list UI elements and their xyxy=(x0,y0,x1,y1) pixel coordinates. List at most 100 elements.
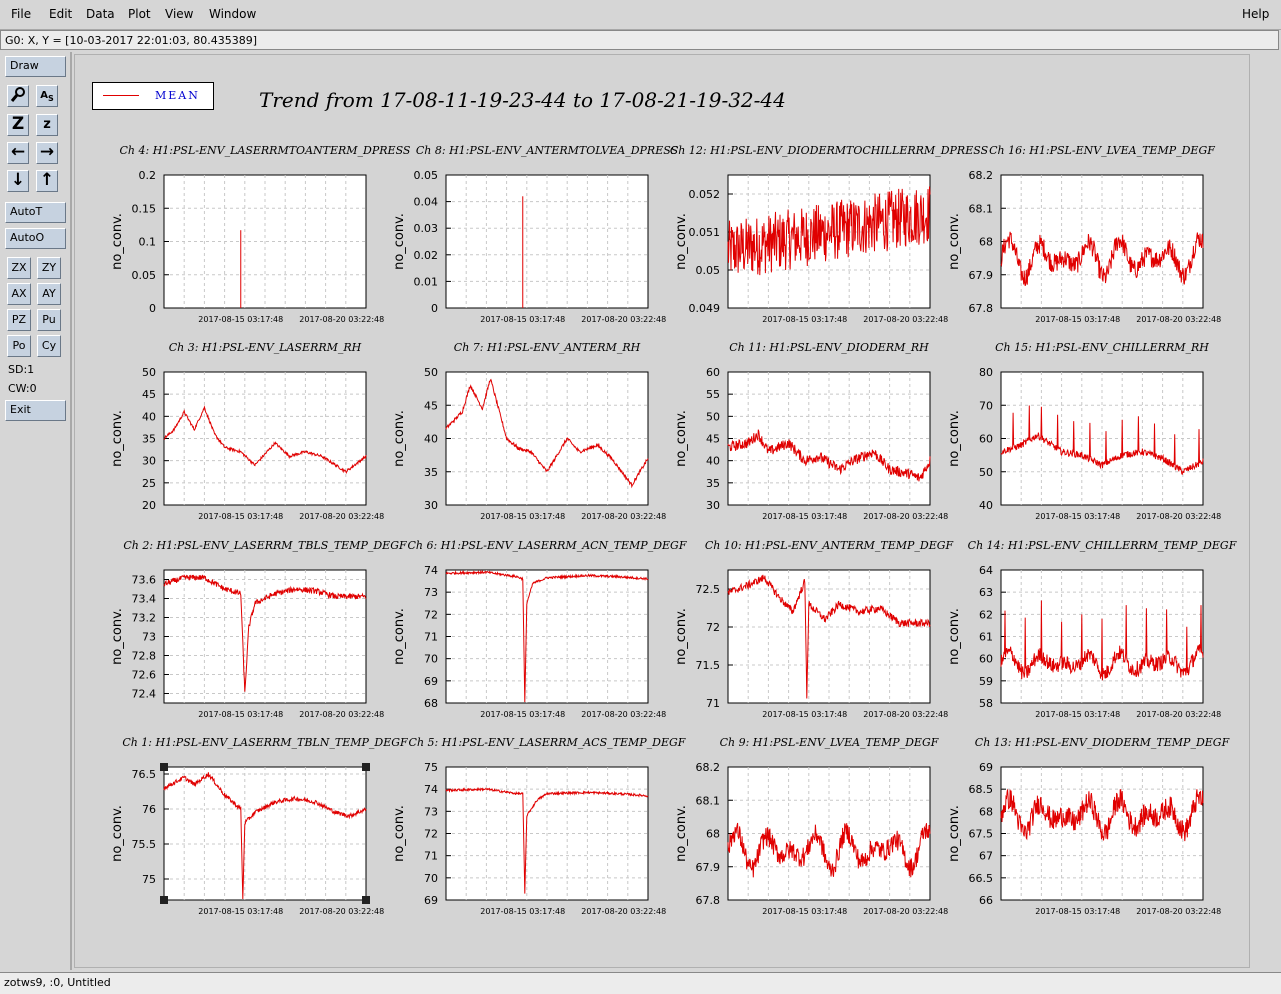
y-tick-label: 0.05 xyxy=(132,269,157,282)
y-tick-label: 59 xyxy=(979,675,993,688)
x-tick-label: 2017-08-20 03:22:48 xyxy=(1136,512,1221,521)
y-tick-label: 35 xyxy=(142,433,156,446)
x-tick-label: 2017-08-15 03:17:48 xyxy=(762,907,847,916)
x-tick-label: 2017-08-15 03:17:48 xyxy=(198,315,283,324)
y-axis-label: no_conv. xyxy=(947,410,962,467)
y-tick-label: 66 xyxy=(979,894,993,907)
y-tick-label: 71.5 xyxy=(696,659,721,672)
menu-plot[interactable]: Plot xyxy=(128,7,151,21)
text-scale-icon[interactable]: AS xyxy=(36,85,58,107)
y-tick-label: 76 xyxy=(142,803,156,816)
y-tick-label: 0.05 xyxy=(696,264,721,277)
ax-button[interactable]: AX xyxy=(7,283,31,305)
series-line xyxy=(1000,405,1204,476)
y-tick-label: 0.1 xyxy=(139,236,157,249)
y-tick-label: 62 xyxy=(979,608,993,621)
zy-button[interactable]: ZY xyxy=(37,257,61,279)
autot-button[interactable]: AutoT xyxy=(5,202,66,223)
main-title: Trend from 17-08-11-19-23-44 to 17-08-21… xyxy=(259,88,786,112)
chart-title: Ch 16: H1:PSL-ENV_LVEA_TEMP_DEGF xyxy=(989,144,1215,157)
autoo-button[interactable]: AutoO xyxy=(5,228,66,249)
menu-window[interactable]: Window xyxy=(209,7,257,21)
y-axis-label: no_conv. xyxy=(392,213,407,270)
selection-handle[interactable] xyxy=(362,896,370,904)
y-tick-label: 45 xyxy=(706,433,720,446)
x-tick-label: 2017-08-15 03:17:48 xyxy=(1035,315,1120,324)
menu-view[interactable]: View xyxy=(165,7,194,21)
y-tick-label: 67.9 xyxy=(969,269,994,282)
y-tick-label: 60 xyxy=(979,653,993,666)
x-tick-label: 2017-08-15 03:17:48 xyxy=(1035,907,1120,916)
y-tick-label: 0 xyxy=(149,302,156,315)
chart-title: Ch 7: H1:PSL-ENV_ANTERM_RH xyxy=(454,341,641,354)
series-line xyxy=(727,822,931,878)
x-tick-label: 2017-08-20 03:22:48 xyxy=(1136,907,1221,916)
y-tick-label: 58 xyxy=(979,697,993,710)
y-tick-label: 68 xyxy=(979,805,993,818)
x-tick-label: 2017-08-20 03:22:48 xyxy=(299,512,384,521)
menu-help[interactable]: Help xyxy=(1242,7,1270,21)
chart-title: Ch 2: H1:PSL-ENV_LASERRM_TBLS_TEMP_DEGF xyxy=(123,539,407,552)
y-axis-label: no_conv. xyxy=(392,608,407,665)
y-tick-label: 73 xyxy=(424,805,438,818)
y-tick-label: 0.049 xyxy=(689,302,721,315)
chart-title: Ch 13: H1:PSL-ENV_DIODERM_TEMP_DEGF xyxy=(975,736,1230,749)
magnify-icon[interactable] xyxy=(7,85,29,107)
ay-button[interactable]: AY xyxy=(37,283,61,305)
y-axis-label: no_conv. xyxy=(947,805,962,862)
draw-button[interactable]: Draw xyxy=(5,56,66,77)
y-tick-label: 0 xyxy=(431,302,438,315)
arrow-down-icon[interactable]: ↓ xyxy=(7,170,29,192)
y-axis-label: no_conv. xyxy=(110,608,125,665)
arrow-left-icon[interactable]: ← xyxy=(7,142,29,164)
menu-data[interactable]: Data xyxy=(86,7,115,21)
y-axis-label: no_conv. xyxy=(110,213,125,270)
arrow-up-icon[interactable]: ↑ xyxy=(36,170,58,192)
coordinate-readout: G0: X, Y = [10-03-2017 22:01:03, 80.4353… xyxy=(0,30,1279,50)
y-tick-label: 60 xyxy=(706,366,720,379)
y-tick-label: 80 xyxy=(979,366,993,379)
exit-button[interactable]: Exit xyxy=(5,400,66,421)
pz-button[interactable]: PZ xyxy=(7,309,31,331)
cy-button[interactable]: Cy xyxy=(37,335,61,357)
y-tick-label: 30 xyxy=(142,455,156,468)
y-tick-label: 68.1 xyxy=(696,794,721,807)
menu-edit[interactable]: Edit xyxy=(49,7,73,21)
selection-handle[interactable] xyxy=(160,763,168,771)
selection-handle[interactable] xyxy=(160,896,168,904)
po-button[interactable]: Po xyxy=(7,335,31,357)
sd-label: SD:1 xyxy=(8,363,35,376)
y-axis-label: no_conv. xyxy=(947,608,962,665)
series-line xyxy=(1000,600,1204,681)
y-tick-label: 0.01 xyxy=(414,275,439,288)
chart-title: Ch 14: H1:PSL-ENV_CHILLERRM_TEMP_DEGF xyxy=(968,539,1237,552)
y-tick-label: 50 xyxy=(979,466,993,479)
series-line xyxy=(163,772,367,900)
y-tick-label: 72.6 xyxy=(132,669,157,682)
y-tick-label: 73 xyxy=(424,586,438,599)
series-line xyxy=(727,429,931,482)
x-tick-label: 2017-08-20 03:22:48 xyxy=(1136,315,1221,324)
menu-file[interactable]: File xyxy=(11,7,32,21)
cw-label: CW:0 xyxy=(8,382,37,395)
y-axis-label: no_conv. xyxy=(674,608,689,665)
x-tick-label: 2017-08-15 03:17:48 xyxy=(762,710,847,719)
x-tick-label: 2017-08-20 03:22:48 xyxy=(299,907,384,916)
y-tick-label: 0.2 xyxy=(139,169,157,182)
pu-button[interactable]: Pu xyxy=(37,309,61,331)
y-tick-label: 64 xyxy=(979,564,993,577)
x-tick-label: 2017-08-20 03:22:48 xyxy=(581,710,666,719)
chart-title: Ch 9: H1:PSL-ENV_LVEA_TEMP_DEGF xyxy=(720,736,939,749)
zoom-z-icon[interactable]: Z xyxy=(7,114,29,136)
y-tick-label: 0.03 xyxy=(414,222,439,235)
series-line xyxy=(445,569,649,703)
zoom-small-z-icon[interactable]: z xyxy=(36,114,58,136)
y-tick-label: 70 xyxy=(424,653,438,666)
zx-button[interactable]: ZX xyxy=(7,257,31,279)
selection-handle[interactable] xyxy=(362,763,370,771)
y-tick-label: 20 xyxy=(142,499,156,512)
arrow-right-icon[interactable]: → xyxy=(36,142,58,164)
x-tick-label: 2017-08-20 03:22:48 xyxy=(863,512,948,521)
x-tick-label: 2017-08-20 03:22:48 xyxy=(299,315,384,324)
x-tick-label: 2017-08-20 03:22:48 xyxy=(1136,710,1221,719)
